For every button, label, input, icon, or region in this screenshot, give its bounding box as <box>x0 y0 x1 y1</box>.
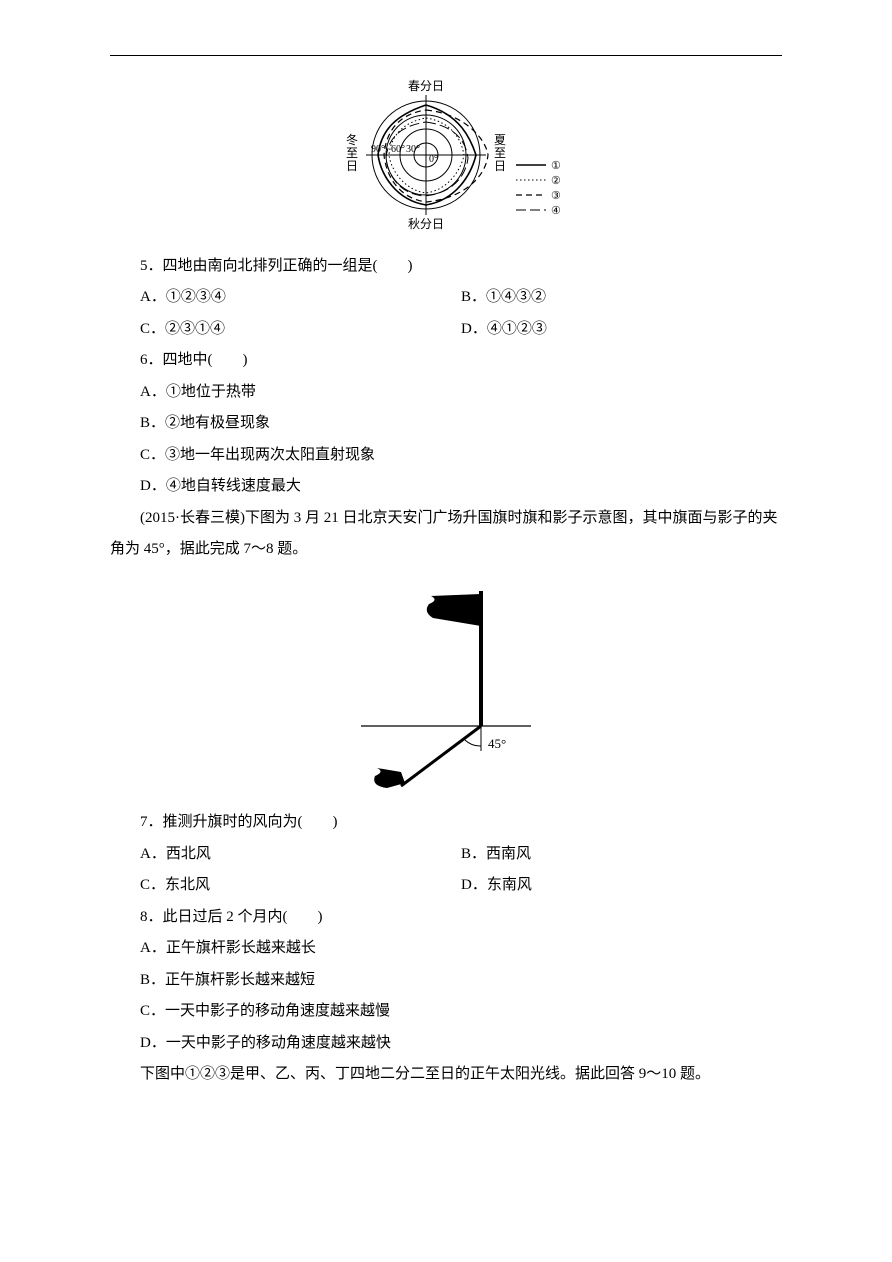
polar-left-2: 至 <box>346 146 358 160</box>
q5-b: B．①④③② <box>461 282 782 314</box>
q7-row1: A．西北风 B．西南风 <box>110 839 782 871</box>
legend-2: ② <box>551 175 561 187</box>
polar-svg: 春分日 秋分日 冬 至 日 夏 至 日 90° 60° 30° 0° ① ② <box>316 70 576 230</box>
deg30: 30° <box>406 144 420 155</box>
q8-d: D．一天中影子的移动角速度越来越快 <box>110 1028 782 1060</box>
deg60: 60° <box>391 144 405 155</box>
deg0: 0° <box>429 154 438 165</box>
flag-svg: 45° <box>331 576 561 791</box>
q8-c: C．一天中影子的移动角速度越来越慢 <box>110 996 782 1028</box>
polar-left-1: 冬 <box>346 132 358 147</box>
angle-label: 45° <box>488 736 506 751</box>
top-rule <box>110 55 782 56</box>
q7-a: A．西北风 <box>140 839 461 871</box>
polar-right-3: 日 <box>494 159 506 173</box>
polar-left-3: 日 <box>346 159 358 173</box>
flag-figure: 45° <box>110 576 782 804</box>
polar-label-top: 春分日 <box>408 79 444 93</box>
q8-b: B．正午旗杆影长越来越短 <box>110 965 782 997</box>
q5-stem: 5．四地由南向北排列正确的一组是( ) <box>110 251 782 283</box>
q7-stem: 7．推测升旗时的风向为( ) <box>110 807 782 839</box>
q7-row2: C．东北风 D．东南风 <box>110 870 782 902</box>
polar-right-2: 至 <box>494 146 506 160</box>
q6-stem: 6．四地中( ) <box>110 345 782 377</box>
page-content: 春分日 秋分日 冬 至 日 夏 至 日 90° 60° 30° 0° ① ② <box>110 70 782 1091</box>
q6-a: A．①地位于热带 <box>110 377 782 409</box>
q6-c: C．③地一年出现两次太阳直射现象 <box>110 440 782 472</box>
q6-b: B．②地有极昼现象 <box>110 408 782 440</box>
passage-910: 下图中①②③是甲、乙、丙、丁四地二分二至日的正午太阳光线。据此回答 9～10 题… <box>110 1059 782 1091</box>
polar-right-1: 夏 <box>494 133 506 147</box>
q7-c: C．东北风 <box>140 870 461 902</box>
q8-stem: 8．此日过后 2 个月内( ) <box>110 902 782 934</box>
q8-a: A．正午旗杆影长越来越长 <box>110 933 782 965</box>
polar-label-bottom: 秋分日 <box>408 217 444 230</box>
q5-d: D．④①②③ <box>461 314 782 346</box>
passage-78: (2015·长春三模)下图为 3 月 21 日北京天安门广场升国旗时旗和影子示意… <box>110 503 782 566</box>
q5-row1: A．①②③④ B．①④③② <box>110 282 782 314</box>
legend-4: ④ <box>551 205 561 217</box>
q7-d: D．东南风 <box>461 870 782 902</box>
legend-1: ① <box>551 160 561 172</box>
q7-b: B．西南风 <box>461 839 782 871</box>
q5-c: C．②③①④ <box>140 314 461 346</box>
legend-3: ③ <box>551 190 561 202</box>
polar-figure: 春分日 秋分日 冬 至 日 夏 至 日 90° 60° 30° 0° ① ② <box>110 70 782 243</box>
q5-row2: C．②③①④ D．④①②③ <box>110 314 782 346</box>
deg90: 90° <box>371 144 385 155</box>
q5-a: A．①②③④ <box>140 282 461 314</box>
q6-d: D．④地自转线速度最大 <box>110 471 782 503</box>
